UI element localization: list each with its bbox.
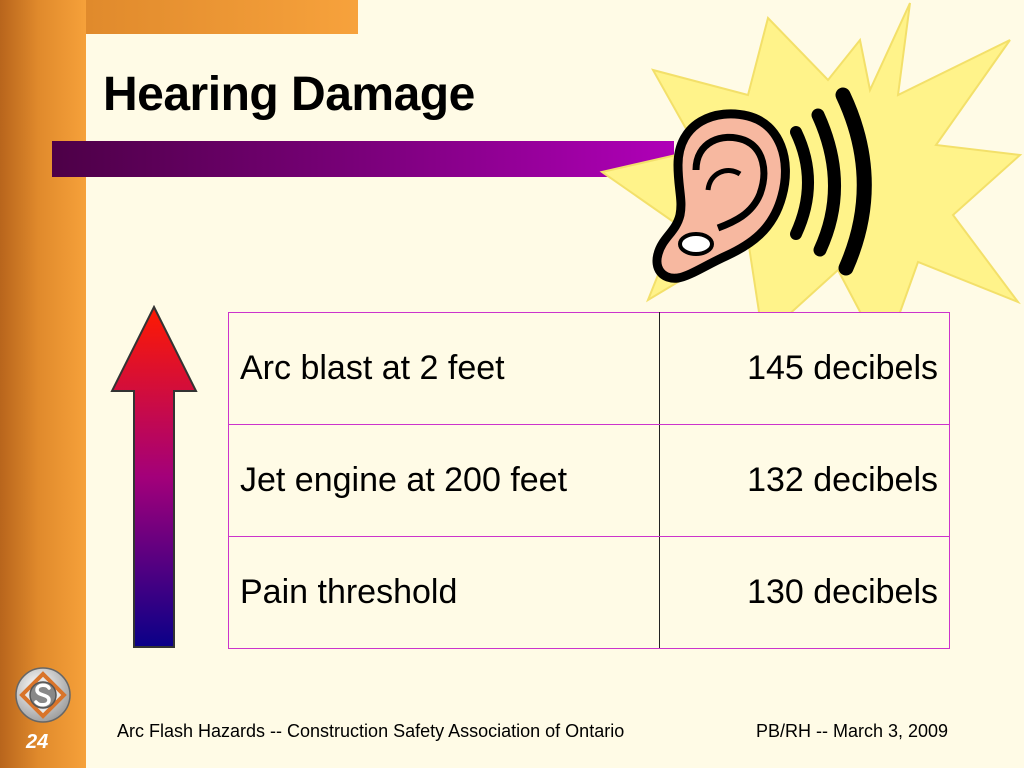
association-logo-icon — [15, 667, 71, 723]
table-row: Pain threshold 130 decibels — [228, 536, 950, 649]
ear-with-sound-burst-icon — [599, 2, 1023, 360]
decibel-table: Arc blast at 2 feet 145 decibels Jet eng… — [228, 312, 950, 649]
table-cell-source: Arc blast at 2 feet — [228, 312, 660, 425]
left-decorative-bar — [0, 0, 86, 768]
increasing-loudness-arrow-icon — [110, 305, 198, 648]
table-cell-decibels: 130 decibels — [659, 536, 950, 649]
table-cell-decibels: 145 decibels — [659, 312, 950, 425]
table-cell-decibels: 132 decibels — [659, 424, 950, 537]
top-decorative-bar — [86, 0, 358, 34]
slide-title: Hearing Damage — [103, 68, 475, 121]
title-underline-bar — [52, 141, 674, 177]
table-cell-source: Jet engine at 200 feet — [228, 424, 660, 537]
footer-author-date: PB/RH -- March 3, 2009 — [756, 721, 949, 741]
footer-organization: Arc Flash Hazards -- Construction Safety… — [117, 721, 625, 741]
table-cell-source: Pain threshold — [228, 536, 660, 649]
ear-shape — [652, 109, 790, 283]
table-row: Arc blast at 2 feet 145 decibels — [228, 312, 950, 425]
table-row: Jet engine at 200 feet 132 decibels — [228, 424, 950, 537]
slide-number: 24 — [26, 731, 49, 753]
